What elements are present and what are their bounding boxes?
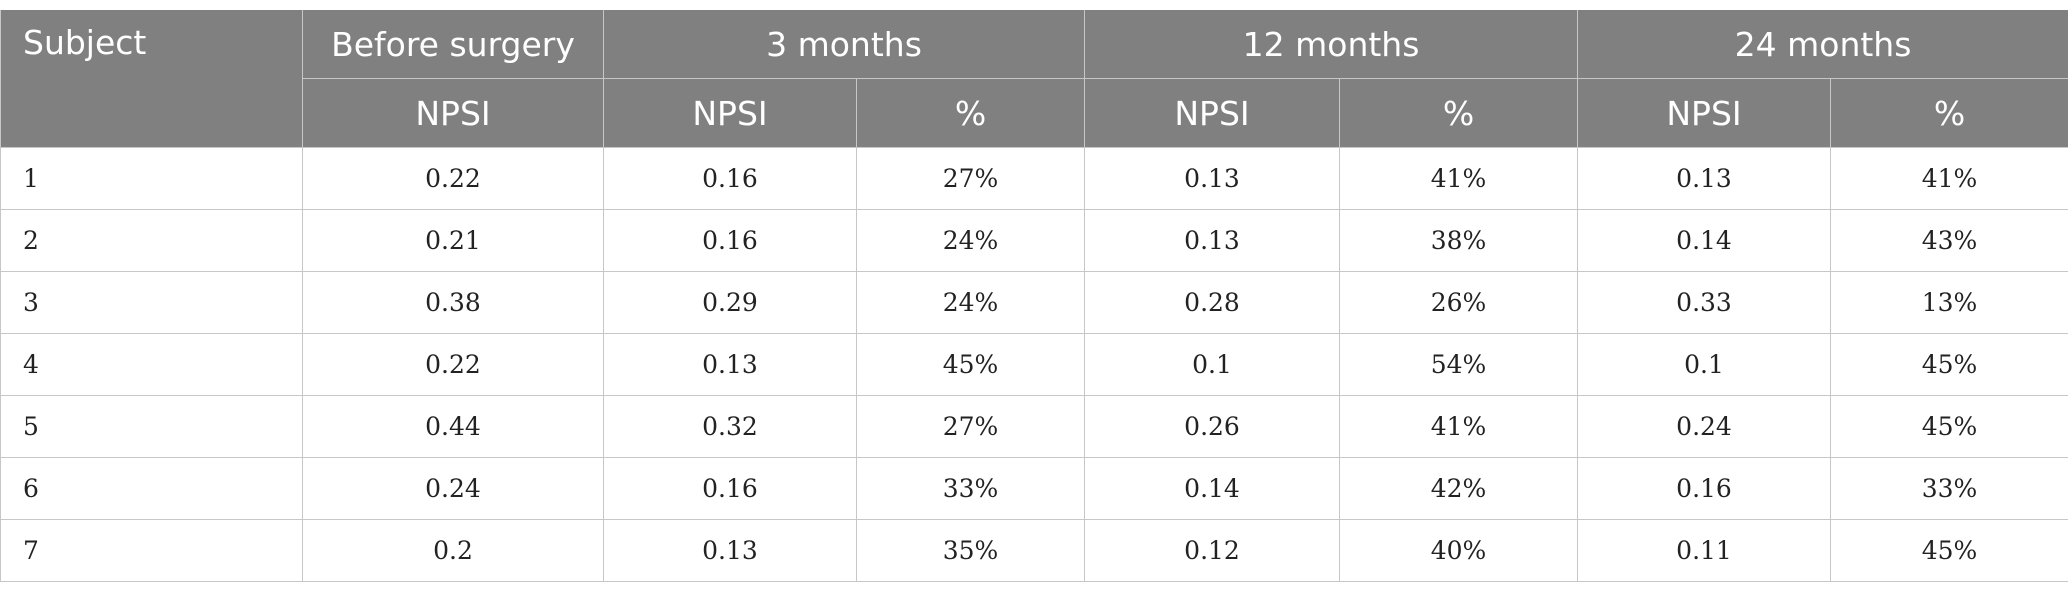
table-row: 1 0.22 0.16 27% 0.13 41% 0.13 41% (0, 147, 2068, 210)
cell-24m-pct: 45% (1830, 519, 2068, 582)
cell-3m-npsi: 0.13 (603, 333, 857, 396)
cell-12m-npsi: 0.28 (1084, 271, 1341, 334)
cell-12m-pct: 40% (1339, 519, 1579, 582)
header-24m-npsi: NPSI (1577, 78, 1832, 148)
cell-24m-pct: 13% (1830, 271, 2068, 334)
cell-3m-pct: 35% (855, 519, 1086, 582)
cell-12m-pct: 54% (1339, 333, 1579, 396)
cell-before-npsi: 0.22 (302, 333, 604, 396)
table-header: Subject Before surgery 3 months 12 month… (0, 10, 2068, 148)
header-12-months: 12 months (1084, 10, 1579, 79)
cell-24m-pct: 45% (1830, 333, 2068, 396)
table-row: 3 0.38 0.29 24% 0.28 26% 0.33 13% (0, 271, 2068, 334)
cell-12m-npsi: 0.13 (1084, 147, 1341, 210)
cell-24m-npsi: 0.11 (1577, 519, 1832, 582)
header-row-groups: Subject Before surgery 3 months 12 month… (0, 10, 2068, 148)
cell-12m-pct: 26% (1339, 271, 1579, 334)
cell-3m-pct: 27% (855, 395, 1086, 458)
header-24-months: 24 months (1577, 10, 2068, 79)
header-before-npsi: NPSI (302, 78, 604, 148)
header-3-months: 3 months (602, 10, 1086, 79)
table-row: 4 0.22 0.13 45% 0.1 54% 0.1 45% (0, 333, 2068, 396)
header-24m-pct: % (1830, 78, 2068, 148)
cell-before-npsi: 0.24 (302, 457, 604, 520)
cell-3m-pct: 33% (855, 457, 1086, 520)
table-row: 2 0.21 0.16 24% 0.13 38% 0.14 43% (0, 209, 2068, 272)
cell-3m-pct: 27% (855, 147, 1086, 210)
cell-12m-npsi: 0.1 (1084, 333, 1341, 396)
header-12m-pct: % (1339, 78, 1579, 148)
cell-3m-npsi: 0.16 (603, 209, 857, 272)
cell-24m-npsi: 0.16 (1577, 457, 1832, 520)
cell-3m-npsi: 0.29 (603, 271, 857, 334)
cell-12m-pct: 38% (1339, 209, 1579, 272)
table-row: 5 0.44 0.32 27% 0.26 41% 0.24 45% (0, 395, 2068, 458)
data-table-container: Subject Before surgery 3 months 12 month… (0, 10, 2068, 582)
cell-3m-npsi: 0.32 (603, 395, 857, 458)
cell-subject: 6 (0, 457, 303, 520)
header-3m-pct: % (855, 78, 1086, 148)
cell-subject: 4 (0, 333, 303, 396)
cell-24m-npsi: 0.33 (1577, 271, 1832, 334)
cell-before-npsi: 0.21 (302, 209, 604, 272)
npsi-table: Subject Before surgery 3 months 12 month… (0, 10, 2068, 582)
cell-subject: 7 (0, 519, 303, 582)
cell-24m-pct: 43% (1830, 209, 2068, 272)
cell-24m-pct: 45% (1830, 395, 2068, 458)
header-before-surgery: Before surgery (302, 10, 604, 79)
cell-24m-npsi: 0.24 (1577, 395, 1832, 458)
cell-24m-pct: 33% (1830, 457, 2068, 520)
cell-before-npsi: 0.22 (302, 147, 604, 210)
table-row: 6 0.24 0.16 33% 0.14 42% 0.16 33% (0, 457, 2068, 520)
cell-3m-pct: 24% (855, 209, 1086, 272)
cell-12m-npsi: 0.26 (1084, 395, 1341, 458)
header-12m-npsi: NPSI (1084, 78, 1341, 148)
cell-3m-npsi: 0.16 (603, 147, 857, 210)
header-subject: Subject (0, 10, 303, 148)
cell-3m-npsi: 0.16 (603, 457, 857, 520)
cell-12m-pct: 41% (1339, 147, 1579, 210)
cell-3m-npsi: 0.13 (603, 519, 857, 582)
cell-12m-npsi: 0.12 (1084, 519, 1341, 582)
table-body: 1 0.22 0.16 27% 0.13 41% 0.13 41% 2 0.21… (0, 147, 2068, 582)
cell-3m-pct: 24% (855, 271, 1086, 334)
cell-subject: 3 (0, 271, 303, 334)
cell-before-npsi: 0.2 (302, 519, 604, 582)
cell-12m-npsi: 0.13 (1084, 209, 1341, 272)
cell-subject: 5 (0, 395, 303, 458)
cell-before-npsi: 0.38 (302, 271, 604, 334)
cell-subject: 1 (0, 147, 303, 210)
cell-12m-pct: 41% (1339, 395, 1579, 458)
cell-3m-pct: 45% (855, 333, 1086, 396)
cell-subject: 2 (0, 209, 303, 272)
cell-24m-pct: 41% (1830, 147, 2068, 210)
cell-24m-npsi: 0.13 (1577, 147, 1832, 210)
cell-before-npsi: 0.44 (302, 395, 604, 458)
cell-24m-npsi: 0.14 (1577, 209, 1832, 272)
header-row-sublabels: NPSI NPSI % NPSI % NPSI % (1, 78, 2068, 148)
cell-24m-npsi: 0.1 (1577, 333, 1832, 396)
cell-12m-pct: 42% (1339, 457, 1579, 520)
table-row: 7 0.2 0.13 35% 0.12 40% 0.11 45% (0, 519, 2068, 582)
header-3m-npsi: NPSI (603, 78, 857, 148)
cell-12m-npsi: 0.14 (1084, 457, 1341, 520)
